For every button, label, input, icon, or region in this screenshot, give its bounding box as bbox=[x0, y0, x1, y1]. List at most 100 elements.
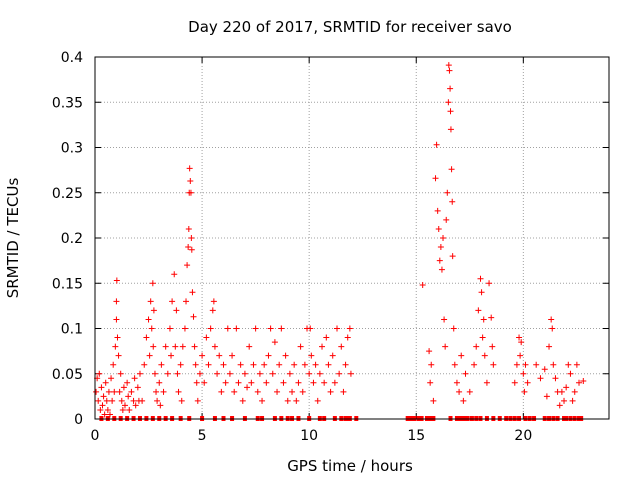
data-point bbox=[297, 343, 304, 350]
data-point bbox=[513, 361, 520, 368]
data-point bbox=[231, 388, 238, 395]
data-point bbox=[450, 325, 457, 332]
data-point bbox=[196, 370, 203, 377]
data-point bbox=[344, 334, 351, 341]
y-tick-label: 0.4 bbox=[61, 50, 83, 66]
data-point bbox=[207, 325, 214, 332]
data-point bbox=[256, 370, 263, 377]
data-point bbox=[143, 334, 150, 341]
data-point bbox=[478, 289, 485, 296]
data-point bbox=[537, 375, 544, 382]
data-point bbox=[437, 244, 444, 251]
data-point bbox=[185, 225, 192, 232]
data-point bbox=[173, 307, 180, 314]
data-point bbox=[147, 298, 154, 305]
data-point bbox=[220, 361, 227, 368]
data-point bbox=[443, 216, 450, 223]
data-point bbox=[109, 397, 116, 404]
data-point bbox=[340, 388, 347, 395]
data-point bbox=[347, 370, 354, 377]
data-point bbox=[329, 352, 336, 359]
data-point bbox=[99, 402, 106, 409]
x-tick-label: 0 bbox=[91, 428, 100, 444]
data-point bbox=[130, 397, 137, 404]
data-point bbox=[131, 375, 138, 382]
data-point bbox=[128, 388, 135, 395]
data-point bbox=[466, 388, 473, 395]
data-point bbox=[169, 298, 176, 305]
data-point bbox=[93, 388, 100, 395]
data-point bbox=[486, 280, 493, 287]
data-point bbox=[188, 246, 195, 253]
data-point bbox=[346, 325, 353, 332]
data-point bbox=[517, 352, 524, 359]
data-point bbox=[186, 165, 193, 172]
data-point bbox=[244, 384, 251, 391]
data-point bbox=[95, 397, 102, 404]
data-point bbox=[521, 388, 528, 395]
y-tick-labels: 0 0.05 0.1 0.15 0.2 0.25 0.3 0.35 0.4 bbox=[52, 50, 83, 428]
y-axis-label: SRMTID / TECUs bbox=[4, 178, 22, 299]
data-point bbox=[460, 397, 467, 404]
data-point bbox=[471, 361, 478, 368]
data-point bbox=[428, 361, 435, 368]
data-point bbox=[113, 316, 120, 323]
data-point bbox=[178, 397, 185, 404]
data-point bbox=[150, 343, 157, 350]
data-point bbox=[187, 177, 194, 184]
plot-frame bbox=[94, 56, 610, 420]
data-point bbox=[473, 343, 480, 350]
data-point bbox=[441, 316, 448, 323]
data-point bbox=[166, 325, 173, 332]
data-point bbox=[563, 384, 570, 391]
data-point bbox=[199, 352, 206, 359]
x-tick-labels: 0 5 10 15 20 bbox=[91, 428, 533, 444]
data-point bbox=[342, 361, 349, 368]
data-point bbox=[226, 370, 233, 377]
data-point bbox=[295, 379, 302, 386]
y-tick-label: 0 bbox=[74, 412, 83, 428]
data-point bbox=[312, 361, 319, 368]
data-point bbox=[434, 207, 441, 214]
data-point bbox=[175, 388, 182, 395]
data-point bbox=[162, 343, 169, 350]
data-point bbox=[265, 352, 272, 359]
data-point bbox=[522, 361, 529, 368]
data-point bbox=[113, 277, 120, 284]
y-tick-label: 0.1 bbox=[61, 322, 83, 338]
data-point bbox=[419, 282, 426, 289]
data-point bbox=[145, 316, 152, 323]
data-point bbox=[278, 325, 285, 332]
x-tick-label: 5 bbox=[198, 428, 207, 444]
data-point bbox=[148, 325, 155, 332]
data-point bbox=[567, 370, 574, 377]
data-point bbox=[445, 62, 452, 69]
data-point bbox=[154, 397, 161, 404]
data-point bbox=[289, 388, 296, 395]
data-point bbox=[274, 388, 281, 395]
data-point bbox=[271, 339, 278, 346]
axis-ticks bbox=[94, 56, 609, 420]
data-point bbox=[548, 316, 555, 323]
data-point bbox=[151, 370, 158, 377]
data-point bbox=[103, 397, 110, 404]
data-point bbox=[146, 352, 153, 359]
data-point bbox=[314, 397, 321, 404]
data-point bbox=[323, 334, 330, 341]
data-point bbox=[115, 352, 122, 359]
data-point bbox=[246, 343, 253, 350]
data-point bbox=[102, 379, 109, 386]
data-point bbox=[316, 370, 323, 377]
data-point bbox=[481, 352, 488, 359]
data-point bbox=[125, 393, 132, 400]
data-point bbox=[435, 225, 442, 232]
data-point bbox=[105, 388, 112, 395]
data-point bbox=[101, 411, 108, 418]
data-point bbox=[203, 334, 210, 341]
data-point bbox=[571, 388, 578, 395]
data-point bbox=[120, 384, 127, 391]
data-point bbox=[141, 361, 148, 368]
data-point bbox=[458, 352, 465, 359]
data-point bbox=[211, 343, 218, 350]
data-point bbox=[224, 325, 231, 332]
